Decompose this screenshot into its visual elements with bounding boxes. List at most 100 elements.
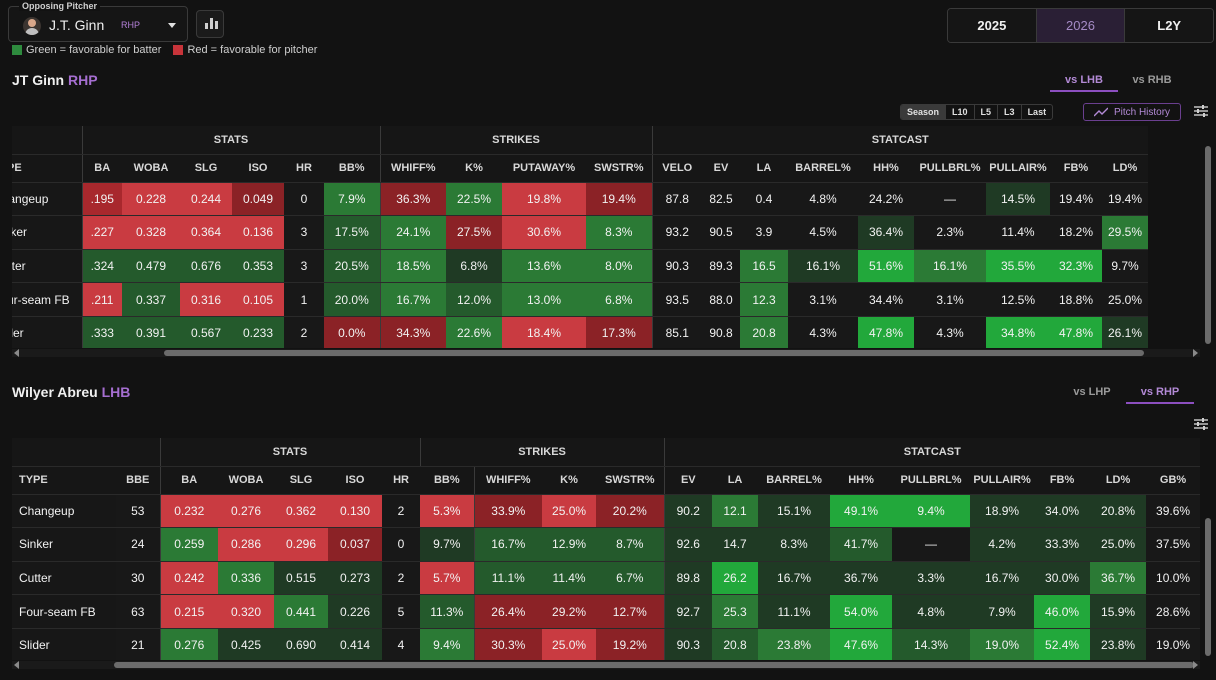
stat-cell-woba: 0.391	[122, 316, 180, 348]
season-2025-button[interactable]: 2025	[948, 9, 1037, 42]
stat-cell-iso: 0.226	[328, 594, 382, 629]
column-header-pullbrl-pct[interactable]: PULLBRL%	[892, 466, 971, 495]
column-header-swstr-pct[interactable]: SWSTR%	[596, 466, 665, 495]
column-header-ld-pct[interactable]: LD%	[1090, 466, 1147, 495]
tab-vs-rhb[interactable]: vs RHB	[1132, 74, 1172, 86]
stat-cell-bb-pct: 11.3%	[420, 594, 475, 629]
stat-cell-barrel-pct: 3.1%	[788, 282, 858, 317]
column-header-bbe[interactable]: BBE	[116, 466, 160, 495]
stat-cell-ld-pct: 19.4%	[1102, 182, 1149, 217]
column-header-swstr-pct[interactable]: SWSTR%	[586, 154, 652, 183]
stat-cell-ba: .333	[81, 316, 122, 348]
column-header-bb-pct[interactable]: BB%	[420, 466, 475, 495]
tab-vs-lhb[interactable]: vs LHB	[1050, 68, 1118, 92]
column-header-ba[interactable]: BA	[81, 154, 122, 183]
range-season-button[interactable]: Season	[901, 105, 947, 119]
column-header-pullair-pct[interactable]: PULLAIR%	[970, 466, 1035, 495]
column-header-hh-pct[interactable]: HH%	[830, 466, 893, 495]
column-header-woba[interactable]: WOBA	[122, 154, 180, 183]
pitcher-vertical-scrollbar[interactable]	[1204, 126, 1212, 348]
season-l2y-button[interactable]: L2Y	[1125, 9, 1213, 42]
batter-vertical-scrollbar[interactable]	[1204, 438, 1212, 660]
stat-cell-bbe: 53	[116, 494, 160, 529]
stat-cell-swstr-pct: 8.0%	[586, 249, 652, 284]
stat-cell-bb-pct: 9.4%	[420, 628, 475, 660]
column-header-fb-pct[interactable]: FB%	[1050, 154, 1102, 183]
column-header-type[interactable]: TYPE	[12, 154, 82, 183]
column-header-k-pct[interactable]: K%	[446, 154, 502, 183]
batter-horizontal-scrollbar[interactable]	[12, 661, 1200, 669]
column-header-ev[interactable]: EV	[702, 154, 740, 183]
range-last-button[interactable]: Last	[1027, 107, 1047, 117]
column-header-ld-pct[interactable]: LD%	[1102, 154, 1149, 183]
column-header-la[interactable]: LA	[712, 466, 759, 495]
column-header-putaway-pct[interactable]: PUTAWAY%	[502, 154, 586, 183]
column-header-pullair-pct[interactable]: PULLAIR%	[986, 154, 1050, 183]
stat-cell-fb-pct: 33.3%	[1034, 527, 1091, 562]
season-2026-button[interactable]: 2026	[1036, 9, 1126, 42]
column-header-gb-pct[interactable]: GB%	[1146, 466, 1200, 495]
chart-button[interactable]	[196, 10, 224, 38]
stat-cell-swstr-pct: 17.3%	[586, 316, 652, 348]
stat-cell-pullair-pct: 34.8%	[986, 316, 1050, 348]
tune-icon[interactable]	[1194, 104, 1208, 118]
trend-line-icon	[1093, 107, 1108, 117]
column-header-velo[interactable]: VELO	[651, 154, 702, 183]
column-header-whiff-pct[interactable]: WHIFF%	[473, 466, 543, 495]
range-l10-button[interactable]: L10	[946, 105, 975, 119]
column-header-barrel-pct[interactable]: BARREL%	[788, 154, 858, 183]
column-header-whiff-pct[interactable]: WHIFF%	[379, 154, 446, 183]
stat-cell-pullair-pct: 16.7%	[970, 561, 1035, 596]
column-header-hr[interactable]: HR	[284, 154, 324, 183]
column-header-ba[interactable]: BA	[159, 466, 218, 495]
opposing-pitcher-select[interactable]: Opposing Pitcher J.T. Ginn RHP	[8, 1, 188, 42]
column-header-ev[interactable]: EV	[663, 466, 713, 495]
column-header-k-pct[interactable]: K%	[542, 466, 597, 495]
pitch-type-cell: Sinker	[12, 527, 116, 562]
stat-cell-barrel-pct: 16.1%	[788, 249, 858, 284]
stat-cell-la: 12.3	[740, 282, 788, 317]
stat-cell-hr: 3	[284, 249, 324, 284]
column-header-pullbrl-pct[interactable]: PULLBRL%	[914, 154, 986, 183]
pitch-history-label: Pitch History	[1113, 106, 1171, 118]
range-l5-button[interactable]: L5	[975, 105, 999, 119]
column-header-hr[interactable]: HR	[382, 466, 421, 495]
stat-cell-ba: .211	[81, 282, 122, 317]
stat-cell-ev: 92.7	[663, 594, 713, 629]
batter-tune-icon[interactable]	[1194, 417, 1208, 431]
stat-cell-fb-pct: 46.0%	[1034, 594, 1091, 629]
column-header-barrel-pct[interactable]: BARREL%	[758, 466, 831, 495]
column-header-iso[interactable]: ISO	[232, 154, 284, 183]
stat-cell-slg: 0.244	[180, 182, 232, 217]
stat-cell-ld-pct: 25.0%	[1102, 282, 1149, 317]
column-header-slg[interactable]: SLG	[180, 154, 232, 183]
stat-cell-slg: 0.364	[180, 215, 232, 250]
column-header-hh-pct[interactable]: HH%	[858, 154, 914, 183]
pitch-history-button[interactable]: Pitch History	[1083, 103, 1181, 121]
stat-cell-barrel-pct: 8.3%	[758, 527, 831, 562]
tab-vs-lhp[interactable]: vs LHP	[1073, 386, 1111, 398]
stat-cell-swstr-pct: 12.7%	[596, 594, 665, 629]
column-header-la[interactable]: LA	[740, 154, 788, 183]
column-header-type[interactable]: TYPE	[12, 466, 116, 495]
range-l3-button[interactable]: L3	[998, 105, 1022, 119]
column-header-woba[interactable]: WOBA	[218, 466, 274, 495]
pitcher-horizontal-scrollbar[interactable]	[12, 349, 1200, 357]
pitch-type-cell: Changeup	[12, 182, 82, 217]
stat-cell-ld-pct: 20.8%	[1090, 494, 1147, 529]
column-header-iso[interactable]: ISO	[328, 466, 382, 495]
stat-cell-pullbrl-pct: 16.1%	[914, 249, 986, 284]
group-header-stats: STATS	[159, 438, 421, 467]
group-header-strikes: STRIKES	[419, 438, 665, 467]
stat-cell-velo: 93.2	[651, 215, 702, 250]
column-header-slg[interactable]: SLG	[274, 466, 328, 495]
column-header-fb-pct[interactable]: FB%	[1034, 466, 1091, 495]
column-header-bb-pct[interactable]: BB%	[324, 154, 380, 183]
group-header-stats: STATS	[81, 126, 380, 155]
tab-vs-rhp[interactable]: vs RHP	[1126, 380, 1194, 404]
batter-table-container[interactable]: STATS STRIKES STATCAST TYPE BBE BA WOBA SLG ISO H…	[12, 438, 1200, 660]
table-row: Four-seam FB.2110.3370.3160.105120.0%16.…	[12, 282, 1149, 317]
stat-cell-k-pct: 12.9%	[542, 527, 597, 562]
stat-cell-pullbrl-pct: 3.3%	[892, 561, 971, 596]
